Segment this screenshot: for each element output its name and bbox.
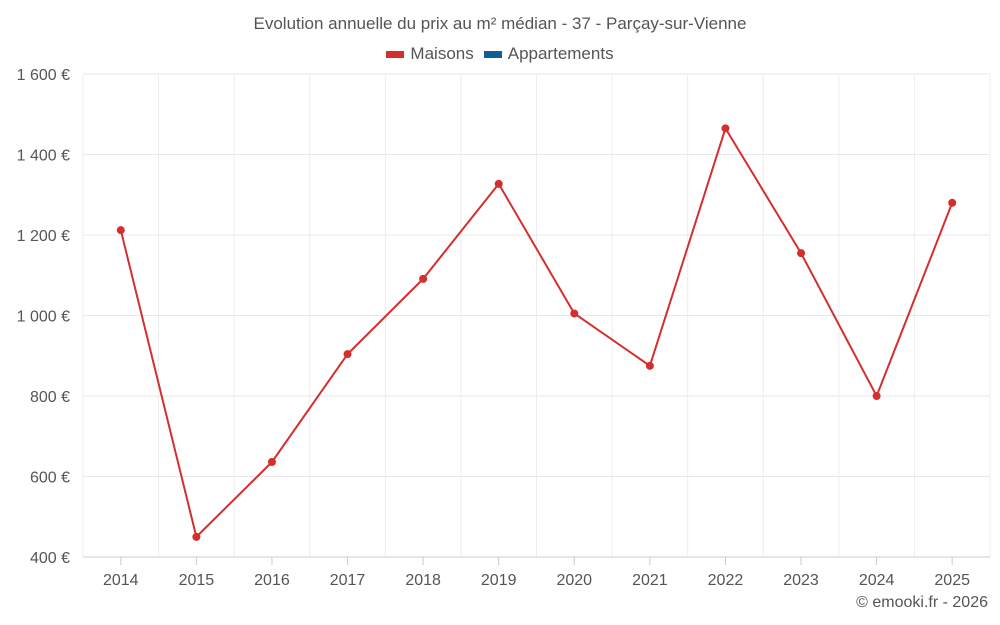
x-tick-label: 2021 (632, 572, 668, 589)
legend-swatch-appartements (483, 50, 502, 58)
data-point (267, 458, 276, 467)
data-point (192, 532, 201, 541)
data-point (948, 198, 957, 207)
y-tick-label: 800 € (30, 389, 70, 406)
data-point (797, 249, 806, 258)
chart-title: Evolution annuelle du prix au m² médian … (253, 14, 747, 33)
legend-item-appartements[interactable]: Appartements (483, 44, 614, 64)
x-tick-label: 2022 (708, 572, 744, 589)
data-point (645, 361, 654, 370)
y-tick-label: 400 € (30, 550, 70, 567)
x-tick-label: 2018 (405, 572, 441, 589)
x-tick-label: 2016 (254, 572, 290, 589)
legend-label-appartements: Appartements (507, 44, 614, 63)
x-tick-label: 2023 (783, 572, 819, 589)
y-tick-label: 1 200 € (17, 228, 70, 245)
data-point (419, 274, 428, 283)
x-tick-label: 2024 (859, 572, 895, 589)
y-tick-label: 600 € (30, 470, 70, 487)
y-tick-label: 1 600 € (17, 67, 70, 84)
x-tick-label: 2025 (934, 572, 970, 589)
legend-item-maisons[interactable]: Maisons (386, 44, 474, 64)
legend-label-maisons: Maisons (410, 44, 474, 63)
data-point (494, 179, 503, 188)
x-tick-label: 2019 (481, 572, 517, 589)
y-tick-label: 1 400 € (17, 148, 70, 165)
x-tick-label: 2020 (556, 572, 592, 589)
x-tick-label: 2015 (179, 572, 215, 589)
x-tick-label: 2017 (330, 572, 366, 589)
chart-legend: Maisons Appartements (0, 44, 1000, 64)
data-point (570, 309, 579, 318)
data-point (343, 350, 352, 359)
legend-swatch-maisons (386, 50, 405, 58)
data-point (116, 226, 125, 235)
series-line-maisons (119, 127, 954, 538)
data-point (872, 392, 881, 400)
x-tick-label: 2014 (103, 572, 139, 589)
data-point (721, 124, 730, 133)
credit-text: © emooki.fr - 2026 (856, 594, 988, 611)
y-tick-label: 1 000 € (17, 309, 70, 326)
